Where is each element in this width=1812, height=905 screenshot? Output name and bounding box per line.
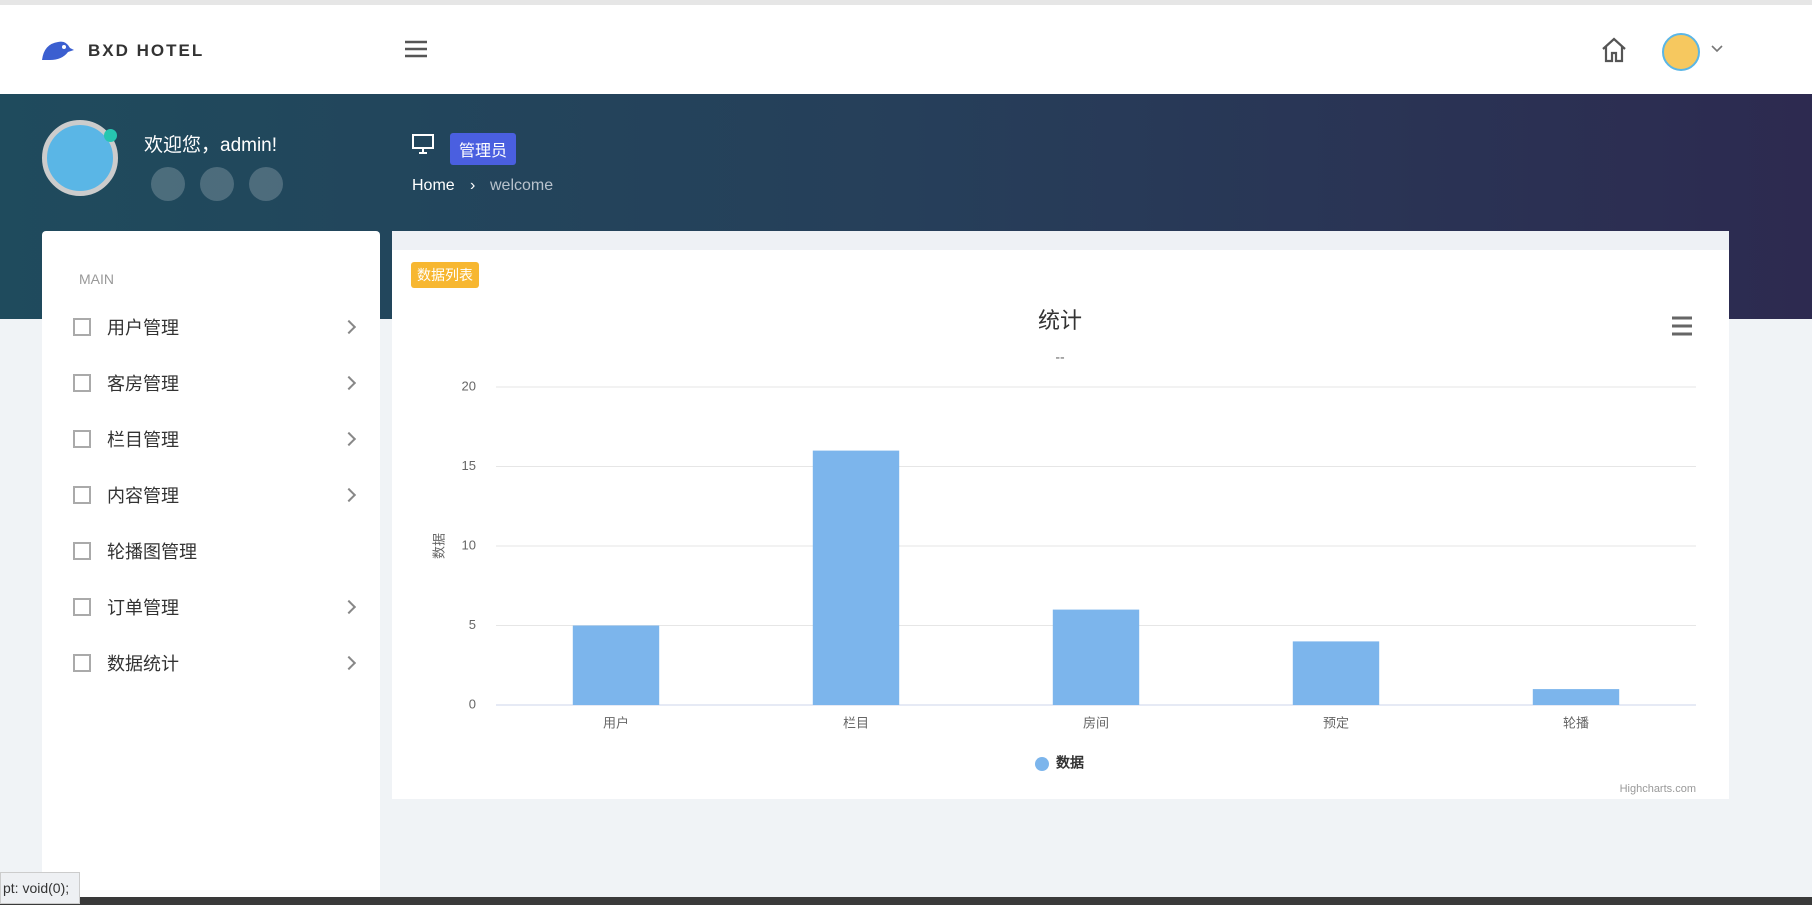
menu-item[interactable]: 订单管理 xyxy=(42,582,380,632)
menu-item[interactable]: 内容管理 xyxy=(42,470,380,520)
legend-marker xyxy=(1035,757,1049,771)
chevron xyxy=(341,655,357,671)
monitor-icon xyxy=(412,134,434,154)
breadcrumb-home[interactable]: Home xyxy=(412,177,455,194)
y-tick-label: 20 xyxy=(462,378,476,393)
chevron xyxy=(341,319,357,335)
x-tick-label: 轮播 xyxy=(1563,715,1589,730)
y-tick-label: 0 xyxy=(469,696,476,711)
online-dot xyxy=(104,129,117,142)
y-tick-label: 10 xyxy=(462,537,476,552)
menu-label: 客房管理 xyxy=(107,374,179,394)
chart-menu[interactable] xyxy=(1672,316,1692,336)
breadcrumb-separator: › xyxy=(470,177,476,194)
menu-item[interactable]: 用户管理 xyxy=(42,302,380,352)
chart-subtitle: -- xyxy=(1055,349,1065,365)
home-icon[interactable] xyxy=(1600,36,1628,64)
logout-button[interactable] xyxy=(249,167,283,201)
menu-item[interactable]: 栏目管理 xyxy=(42,414,380,464)
menu-label: 数据统计 xyxy=(107,654,179,674)
menu-icon xyxy=(73,318,91,336)
profile-button[interactable] xyxy=(151,167,185,201)
bar xyxy=(1292,641,1380,705)
menu-toggle[interactable] xyxy=(404,38,428,60)
x-tick-label: 预定 xyxy=(1323,715,1349,730)
taskbar-strip xyxy=(0,897,1812,905)
menu-icon xyxy=(73,486,91,504)
settings-button[interactable] xyxy=(200,167,234,201)
chart: 统计 -- 数据 Highcharts.com 0 5 10 15 20 用户 栏目 房间 预定… xyxy=(431,308,1696,795)
top-bar xyxy=(0,0,1812,94)
role-badge: 管理员 xyxy=(450,133,517,165)
bar xyxy=(1532,689,1620,705)
bar xyxy=(572,625,660,705)
menu-label: 订单管理 xyxy=(107,598,179,618)
status-bar: pt: void(0); xyxy=(0,872,81,904)
menu-icon xyxy=(73,542,91,560)
logo xyxy=(42,41,74,60)
menu-label: 内容管理 xyxy=(107,486,179,506)
menu-item[interactable]: 客房管理 xyxy=(42,358,380,408)
menu-icon xyxy=(73,374,91,392)
user-avatar[interactable] xyxy=(1662,33,1700,71)
y-axis-title: 数据 xyxy=(431,533,446,559)
bar xyxy=(1052,609,1140,705)
x-tick-label: 用户 xyxy=(603,715,629,730)
chevron xyxy=(341,431,357,447)
chevron xyxy=(341,599,357,615)
brand: BXD HOTEL xyxy=(88,41,205,60)
dropdown-caret xyxy=(1711,45,1723,53)
chart-title: 统计 xyxy=(1038,308,1082,333)
x-tick-label: 房间 xyxy=(1083,715,1109,730)
chevron xyxy=(341,375,357,391)
menu-item[interactable]: 数据统计 xyxy=(42,638,380,688)
menu-icon xyxy=(73,598,91,616)
menu-icon xyxy=(73,430,91,448)
x-tick-label: 栏目 xyxy=(843,715,869,730)
breadcrumb-current: welcome xyxy=(490,177,554,194)
menu-label: 用户管理 xyxy=(107,318,179,338)
legend-label[interactable]: 数据 xyxy=(1056,755,1084,771)
y-tick-label: 15 xyxy=(462,458,476,473)
welcome-text: 欢迎您，admin! xyxy=(144,135,278,156)
sidebar xyxy=(42,231,380,905)
sidebar-section: MAIN xyxy=(79,271,114,287)
credits: Highcharts.com xyxy=(1620,783,1696,795)
bar xyxy=(812,450,900,705)
panel-tag: 数据列表 xyxy=(411,262,479,288)
menu-label: 栏目管理 xyxy=(107,430,179,450)
y-tick-label: 5 xyxy=(469,617,476,632)
menu-label: 轮播图管理 xyxy=(107,542,197,562)
chevron xyxy=(341,487,357,503)
menu-icon xyxy=(73,654,91,672)
menu-item[interactable]: 轮播图管理 xyxy=(42,526,380,576)
